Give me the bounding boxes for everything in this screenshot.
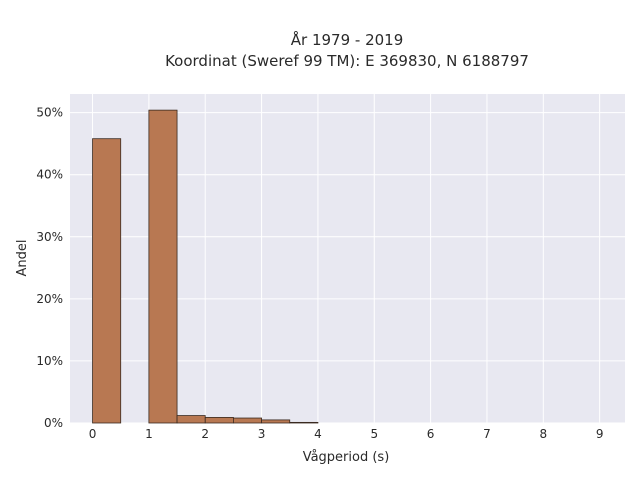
y-tick-label: 50% — [36, 106, 63, 120]
x-tick-label: 6 — [427, 427, 435, 441]
x-tick-labels: 0 1 2 3 4 5 6 7 8 9 — [89, 427, 604, 441]
histogram-bar — [92, 138, 122, 424]
x-tick-label: 5 — [370, 427, 378, 441]
y-tick-label: 0% — [44, 416, 63, 430]
x-tick-label: 4 — [314, 427, 322, 441]
y-tick-label: 10% — [36, 354, 63, 368]
x-tick-label: 3 — [258, 427, 266, 441]
x-tick-label: 0 — [89, 427, 97, 441]
chart-title-line1: År 1979 - 2019 — [291, 30, 404, 49]
x-tick-label: 7 — [483, 427, 491, 441]
histogram-bar — [261, 419, 291, 424]
y-tick-labels: 0% 10% 20% 30% 40% 50% — [36, 106, 63, 430]
histogram-bar — [289, 421, 319, 424]
histogram-bar — [204, 417, 234, 424]
x-tick-label: 9 — [596, 427, 604, 441]
histogram-bar — [176, 415, 206, 424]
y-tick-label: 20% — [36, 292, 63, 306]
x-tick-label: 1 — [145, 427, 153, 441]
x-axis-label: Vågperiod (s) — [303, 450, 390, 465]
histogram-bar — [233, 417, 262, 424]
bars — [92, 109, 319, 424]
y-tick-label: 40% — [36, 168, 63, 182]
x-tick-label: 2 — [201, 427, 209, 441]
y-tick-label: 30% — [36, 230, 63, 244]
chart-title-line2: Koordinat (Sweref 99 TM): E 369830, N 61… — [165, 52, 529, 70]
x-tick-label: 8 — [539, 427, 547, 441]
y-axis-label: Andel — [15, 240, 30, 277]
histogram-bar — [148, 109, 178, 424]
